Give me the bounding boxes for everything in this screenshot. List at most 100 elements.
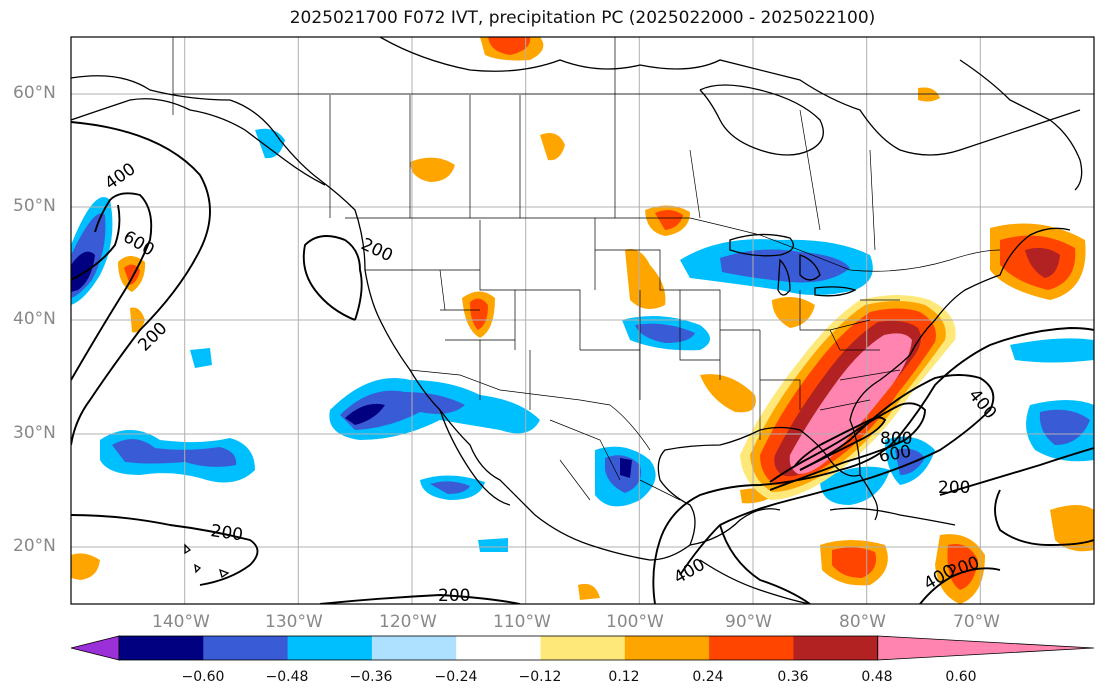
state-lines-east [799,290,901,411]
anomaly-texas-positive [700,374,756,413]
borders [172,37,1094,501]
colorbar-tick-10: 0.60 [945,669,977,685]
colorbar-segment [456,636,541,660]
lon-label-120w: 120°W [379,612,437,632]
colorbar-tick-6: 0.12 [608,669,640,685]
ivt-contour-400-caribbean [919,567,1001,604]
colorbar-segment [119,636,204,660]
contour-label-200-hawaii: 200 [209,521,244,545]
map-frame [70,36,1095,605]
lat-label-20n: 20°N [13,536,56,556]
anomaly-small-negative-2 [478,538,508,552]
ivt-contour-200-hawaii [71,514,259,586]
colorbar-segment [624,636,710,660]
lon-label-110w: 110°W [493,612,551,632]
us-canada-border [345,217,1001,272]
colorbar-extend-low [70,635,120,661]
anomaly-hawaii-positive [71,553,100,580]
coastlines [71,37,1083,604]
colorbar-tick-1: −0.60 [181,669,225,685]
hudson-bay [699,84,824,156]
lon-label-90w: 90°W [725,612,772,632]
anomaly-midwest-positive [625,249,666,309]
anomaly-mexico-strong [430,481,470,494]
great-lakes-superior [729,233,794,257]
ivt-contour-400-east [679,374,995,576]
colorbar-segment [540,636,626,660]
ivt-contours [71,121,1094,604]
ivt-contour-600-east [769,402,926,491]
lon-label-80w: 80°W [839,612,886,632]
colorbar-tick-7: 0.24 [692,669,724,685]
colorbar-outline [118,635,879,661]
anomaly-carib-positive-red [832,547,877,578]
colorbar-segment [793,636,879,660]
anomaly-nevada-positive-red [470,298,488,330]
ivt-contour-600-pacific [71,204,121,281]
contour-label-200-south: 200 [438,586,470,606]
anomaly-canada-west-positive [410,157,455,182]
lat-label-60n: 60°N [13,83,56,103]
ivt-contour-200-pacific [71,121,211,446]
ivt-contour-200-caribbean [994,489,1094,546]
anomaly-pacific-navy [71,251,95,292]
anomaly-ontario-positive-red [655,209,683,230]
anomaly-atlantic-negative [1010,338,1094,363]
west-coast-line [71,75,1071,561]
colorbar-segment [371,636,457,660]
contour-label-200-atlantic: 200 [938,478,970,498]
state-lines-central [594,218,801,440]
contour-label-800-east: 800 [880,429,912,449]
lon-label-70w: 70°W [953,612,1000,632]
us-mexico-border [409,369,651,451]
colorbar-tick-9: 0.48 [861,669,893,685]
colorbar-extend-high [877,635,1095,661]
ivt-contour-200-east [652,327,1094,604]
ivt-contour-400-pacific [71,192,153,381]
canada-north-coast [379,37,1081,156]
colorbar-segment [287,636,373,660]
ivt-contour-labels: 400 600 200 200 200 200 800 600 400 200 … [101,159,1000,606]
labrador-coast [959,59,1083,191]
alaska-coast [71,98,326,186]
colorbar-tick-5: −0.12 [518,669,562,685]
ivt-contour-200-atlantic [939,447,1094,496]
colorbar-tick-8: 0.36 [777,669,809,685]
lon-label-130w: 130°W [265,612,323,632]
lon-label-140w: 140°W [152,612,210,632]
mexico-state-lines [549,419,681,501]
anomaly-newengland-positive-dark [1025,247,1060,278]
map-title: 2025021700 F072 IVT, precipitation PC (2… [289,8,876,28]
lon-label-100w: 100°W [606,612,664,632]
lat-label-40n: 40°N [13,309,56,329]
anomaly-florida-strong [895,448,925,475]
ivt-contour-200-westcoast [302,235,363,321]
colorbar-tick-4: −0.24 [434,669,478,685]
colorbar [70,635,1095,661]
anomaly-atlantic-east-strong [1039,409,1090,445]
lat-label-50n: 50°N [13,196,56,216]
central-america [699,559,811,604]
lat-label-30n: 30°N [13,423,56,443]
anomaly-arctic-positive-red [488,37,531,55]
ivt-contour-800-east [794,416,887,471]
cuba-coast [829,507,956,526]
baja-coast [439,409,511,506]
ivt-contour-gulf-loop [719,524,811,604]
anomaly-small-positive [578,583,600,600]
ivt-contour-200-south [319,594,521,604]
hawaii-islands [184,543,230,579]
colorbar-segment [709,636,794,660]
anomaly-gulf-navy [620,458,632,478]
anomaly-quebec-positive [918,87,940,102]
map-plot-area: 400 600 200 200 200 200 800 600 400 200 … [71,37,1094,606]
anomaly-atlantic-se-positive [1050,505,1094,552]
great-lakes-michigan [777,258,791,296]
colorbar-segment [203,636,289,660]
colorbar-tick-3: −0.36 [349,669,393,685]
great-lakes-erie [814,286,857,297]
anomaly-baja-navy [345,403,385,425]
colorbar-tick-2: −0.48 [265,669,309,685]
anomaly-carib-east-positive-red [947,544,978,590]
anomaly-canada-positive [540,132,565,161]
